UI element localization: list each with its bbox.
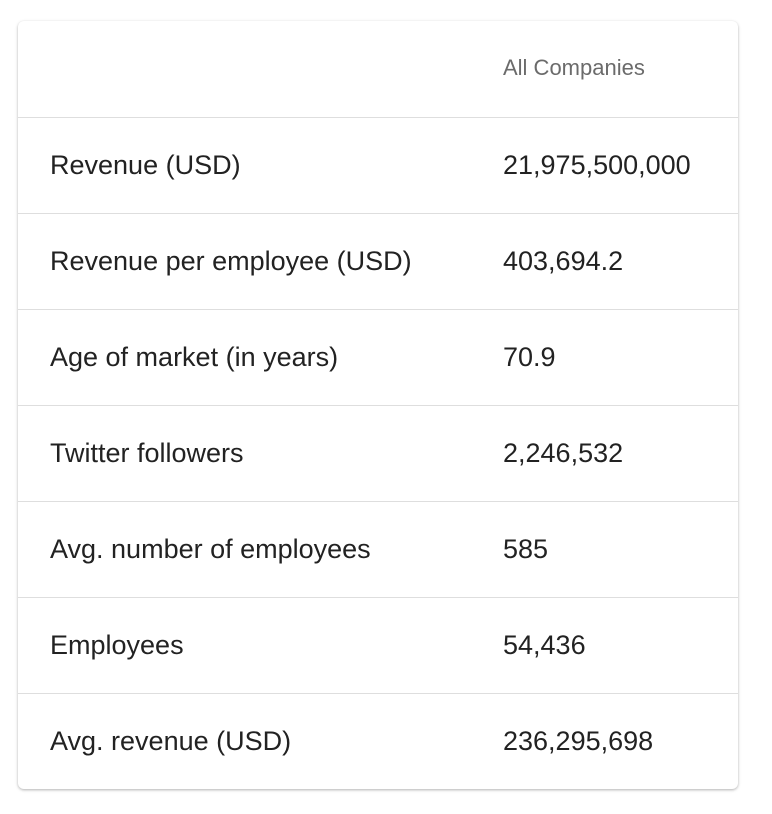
stats-card: All Companies Revenue (USD) 21,975,500,0… bbox=[18, 21, 738, 789]
row-value: 70.9 bbox=[471, 309, 738, 406]
table-row: Twitter followers 2,246,532 bbox=[18, 405, 738, 502]
row-label: Twitter followers bbox=[18, 405, 471, 502]
row-label: Avg. number of employees bbox=[18, 501, 471, 598]
row-value: 585 bbox=[471, 501, 738, 598]
table-header-row: All Companies bbox=[18, 21, 738, 118]
table-row: Age of market (in years) 70.9 bbox=[18, 309, 738, 406]
table-row: Revenue (USD) 21,975,500,000 bbox=[18, 117, 738, 214]
all-companies-column-header: All Companies bbox=[471, 21, 738, 118]
table-row: Employees 54,436 bbox=[18, 597, 738, 694]
row-value: 236,295,698 bbox=[503, 725, 654, 756]
row-value: 54,436 bbox=[471, 597, 738, 694]
row-label: Age of market (in years) bbox=[18, 309, 471, 406]
table-row: Avg. revenue (USD) 236,295,698 bbox=[18, 693, 738, 789]
row-value: 2,246,532 bbox=[471, 405, 738, 502]
row-label: Revenue per employee (USD) bbox=[18, 213, 471, 310]
table-row: Avg. number of employees 585 bbox=[18, 501, 738, 598]
row-label: Avg. revenue (USD) bbox=[50, 725, 292, 756]
stats-table: All Companies Revenue (USD) 21,975,500,0… bbox=[18, 21, 738, 789]
row-value: 21,975,500,000 bbox=[471, 117, 738, 214]
row-value: 403,694.2 bbox=[471, 213, 738, 310]
row-label: Employees bbox=[18, 597, 471, 694]
table-row: Revenue per employee (USD) 403,694.2 bbox=[18, 213, 738, 310]
row-label: Revenue (USD) bbox=[18, 117, 471, 214]
label-column-header bbox=[18, 21, 471, 118]
